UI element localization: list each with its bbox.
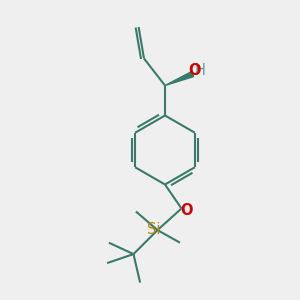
Text: Si: Si (147, 222, 161, 237)
Text: O: O (181, 203, 193, 218)
Text: H: H (194, 63, 205, 78)
Polygon shape (165, 72, 194, 86)
Text: O: O (188, 63, 200, 78)
